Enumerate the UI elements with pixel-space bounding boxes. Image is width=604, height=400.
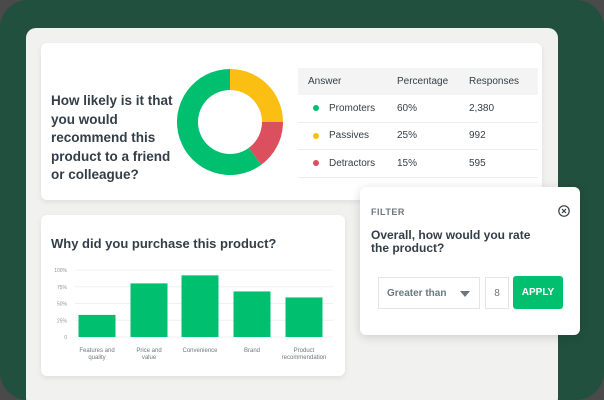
y-tick-label: 75% (57, 285, 68, 291)
table-header: Answer Percentage Responses (298, 68, 538, 95)
x-tick-label: Convenience (182, 348, 218, 354)
filter-question: Overall, how would you rate the product? (371, 228, 531, 255)
percentage-value: 25% (397, 130, 418, 142)
x-tick-label: Product (294, 348, 315, 354)
header-percentage: Percentage (397, 76, 449, 87)
nps-donut-chart (177, 69, 283, 175)
table-row: Promoters 60% 2,380 (298, 95, 538, 123)
y-tick-label: 25% (57, 318, 68, 324)
donut-slice-promoters (177, 69, 262, 175)
percentage-value: 15% (397, 157, 418, 169)
answer-label: Detractors (329, 157, 376, 169)
y-tick-label: 100% (54, 268, 67, 274)
x-tick-label: Price and (136, 348, 161, 354)
x-tick-label: quality (88, 355, 105, 361)
purchase-reason-card: Why did you purchase this product? 0 25% 5… (41, 215, 345, 376)
header-answer: Answer (308, 76, 342, 87)
bar (233, 291, 271, 337)
filter-popover: FILTER Overall, how would you rate the p… (360, 187, 580, 335)
nps-table: Answer Percentage Responses Promoters 60… (298, 68, 538, 178)
operator-value: Greater than (387, 287, 447, 299)
detractors-dot-icon (313, 160, 319, 167)
passives-dot-icon (313, 132, 319, 139)
answer-label: Passives (329, 130, 370, 142)
table-row: Passives 25% 992 (298, 123, 538, 150)
responses-value: 595 (469, 157, 486, 169)
x-tick-label: value (142, 355, 157, 361)
responses-value: 992 (469, 130, 486, 142)
promoters-dot-icon (313, 105, 319, 112)
percentage-value: 60% (397, 102, 418, 114)
x-tick-label: Brand (244, 348, 260, 354)
donut-slice-passives (230, 69, 283, 122)
y-tick-label: 0 (64, 335, 67, 341)
apply-button[interactable]: APPLY (513, 276, 563, 309)
bar-chart-title: Why did you purchase this product? (51, 236, 277, 251)
nps-question: How likely is it that you would recommen… (51, 93, 173, 182)
bar (181, 275, 219, 337)
value-input[interactable]: 8 (485, 277, 509, 309)
nps-card: How likely is it that you would recommen… (41, 43, 542, 200)
filter-label: FILTER (371, 207, 405, 217)
bar (78, 314, 116, 337)
bar (285, 297, 323, 337)
bar (130, 283, 168, 337)
x-tick-label: recommendation (282, 355, 327, 361)
table-row: Detractors 15% 595 (298, 150, 538, 178)
operator-select[interactable]: Greater than (378, 277, 480, 309)
donut-slice-detractors (248, 122, 283, 165)
y-tick-label: 50% (57, 302, 68, 308)
header-responses: Responses (469, 76, 520, 87)
close-icon[interactable] (558, 205, 570, 217)
responses-value: 2,380 (469, 102, 495, 114)
x-tick-label: Features and (79, 348, 114, 354)
chevron-down-icon (460, 291, 470, 297)
answer-label: Promoters (329, 102, 376, 114)
